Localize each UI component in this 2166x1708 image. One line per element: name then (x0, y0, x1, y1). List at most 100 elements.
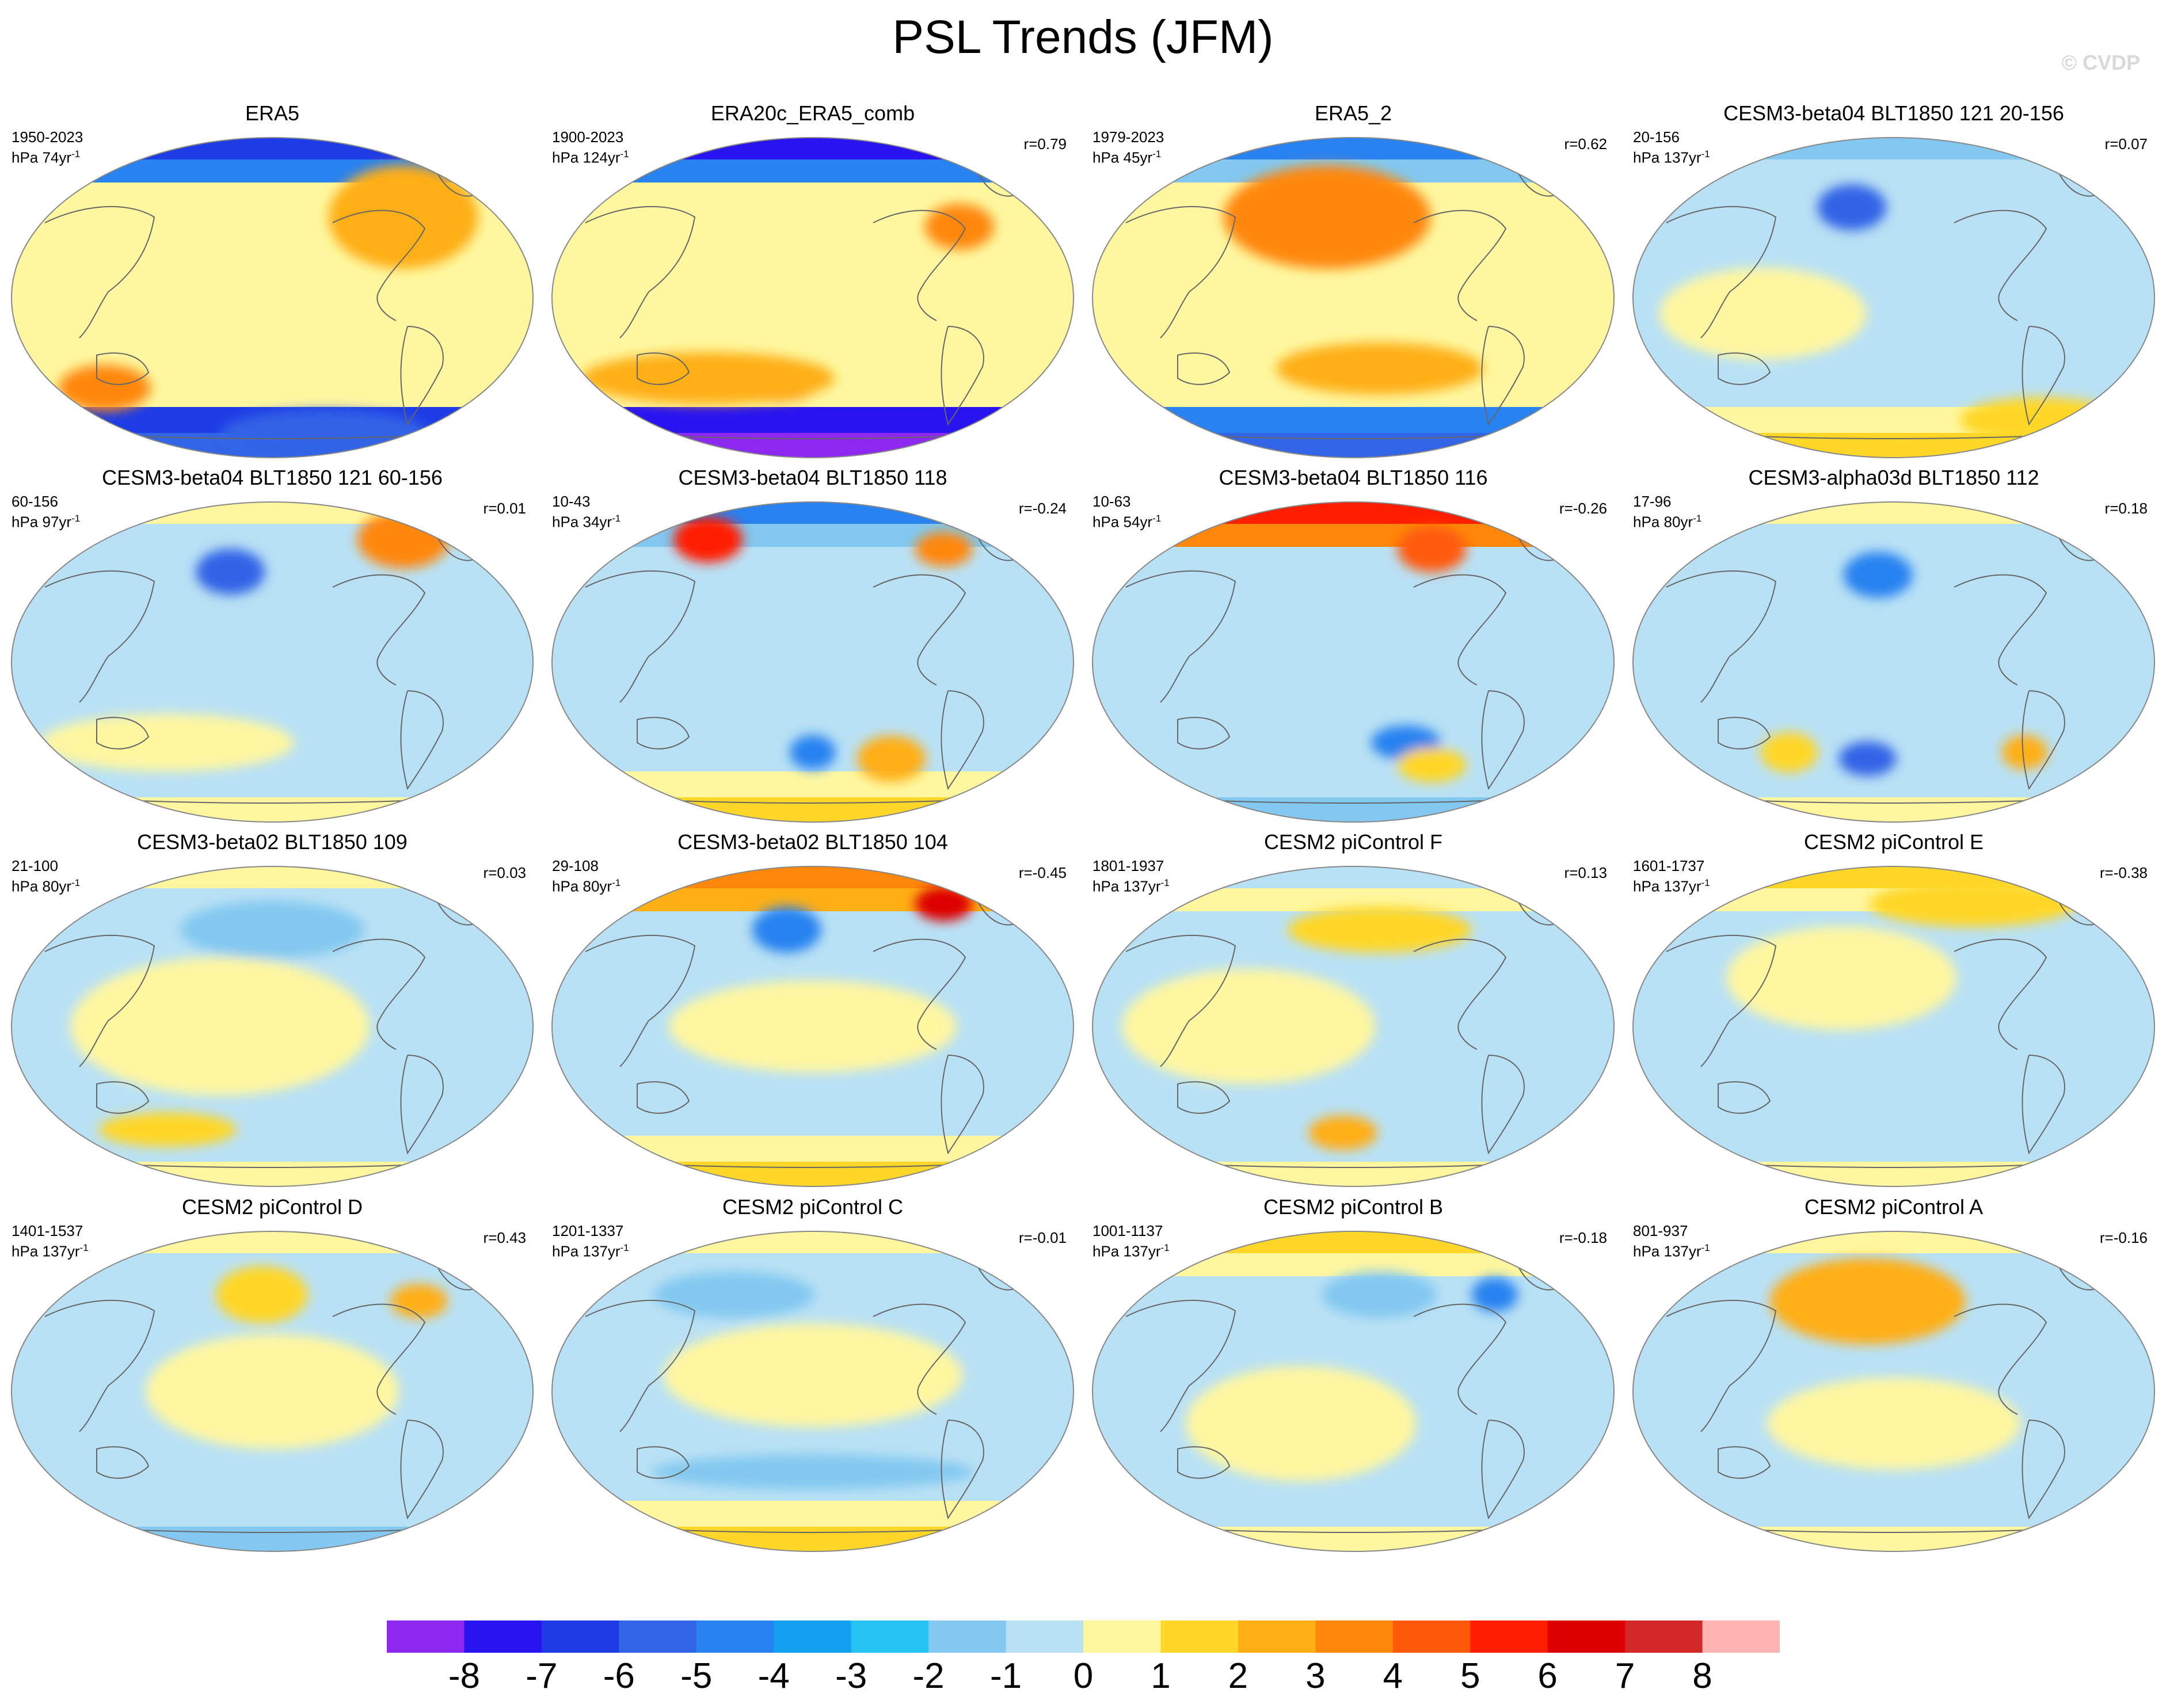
panel-units: hPa 137yr-1 (1092, 874, 1170, 895)
panel-title: CESM3-beta04 BLT1850 118 (678, 466, 947, 489)
panel-title: CESM3-alpha03d BLT1850 112 (1748, 466, 2039, 489)
colorbar-swatch (1315, 1620, 1394, 1653)
panel-years: 1900-2023 (552, 128, 624, 146)
anomaly-patch (1186, 1366, 1416, 1481)
panel-units: hPa 137yr-1 (1633, 146, 1710, 166)
units-text: hPa 80yr (12, 877, 72, 895)
coastlines (1114, 897, 1593, 1168)
colorbar-tick-label: -4 (757, 1656, 790, 1696)
panel-units: hPa 137yr-1 (552, 1239, 629, 1260)
map-outline (11, 137, 534, 458)
north-band-core (1092, 502, 1614, 524)
map-outline (551, 1231, 1074, 1552)
units-text: hPa 45yr (1092, 149, 1153, 166)
north-band-core (1633, 502, 2154, 524)
panel-title: CESM3-beta04 BLT1850 121 20-156 (1723, 101, 2064, 125)
trend-map (11, 137, 534, 458)
units-text: hPa 137yr (12, 1242, 80, 1260)
colorbar-tick-label: 6 (1537, 1656, 1558, 1696)
trend-map (1632, 1231, 2155, 1552)
panel-correlation: r=0.03 (483, 864, 526, 881)
map-panel: CESM3-beta02 BLT1850 104 29-108 hPa 80yr-1… (545, 830, 1080, 1198)
panel-units: hPa 80yr-1 (552, 874, 621, 895)
colorbar-tick-label: 1 (1151, 1656, 1171, 1696)
colorbar-swatch (928, 1620, 1007, 1653)
north-band-core (12, 866, 533, 888)
map-outline (551, 501, 1074, 823)
trend-map (551, 501, 1074, 823)
trend-map (1092, 137, 1615, 458)
colorbar-swatch (464, 1620, 542, 1653)
map-panel: CESM3-alpha03d BLT1850 112 17-96 hPa 80yr-… (1626, 465, 2161, 834)
panel-years: 1950-2023 (12, 128, 83, 146)
units-text: hPa 137yr (1092, 877, 1161, 895)
coastlines (33, 169, 512, 439)
panel-units: hPa 54yr-1 (1092, 510, 1161, 531)
anomaly-patch (1397, 748, 1467, 783)
colorbar-swatch (1006, 1620, 1084, 1653)
trend-map (1092, 866, 1615, 1187)
panel-title: CESM2 piControl C (722, 1195, 904, 1219)
anomaly-patch (1760, 732, 1818, 773)
colorbar-swatch (619, 1620, 697, 1653)
figure-title: PSL Trends (JFM) (892, 11, 1274, 63)
units-text: hPa 124yr (552, 149, 621, 166)
map-panel: CESM3-beta04 BLT1850 121 60-156 60-156 hPa… (5, 465, 540, 834)
panel-units: hPa 137yr-1 (1092, 1239, 1170, 1260)
map-outline (1632, 1231, 2155, 1552)
colorbar-swatch (1238, 1620, 1316, 1653)
panel-correlation: r=-0.01 (1018, 1229, 1067, 1246)
panel-years: 1001-1137 (1092, 1222, 1163, 1239)
panel-units: hPa 80yr-1 (1633, 510, 1701, 531)
colorbar-tick-label: 8 (1692, 1656, 1712, 1696)
coastlines (1654, 169, 2133, 439)
panel-units: hPa 124yr-1 (552, 146, 629, 166)
south-band-core (1633, 797, 2154, 822)
anomaly-patch (180, 901, 364, 958)
panel-units: hPa 74yr-1 (12, 146, 80, 166)
anomaly-patch (1122, 969, 1375, 1084)
anomaly-patch (196, 549, 265, 595)
panel-title: CESM2 piControl A (1804, 1195, 1984, 1219)
panel-correlation: r=-0.24 (1018, 500, 1067, 517)
south-band-core (1633, 1527, 2154, 1551)
panel-units: hPa 97yr-1 (12, 510, 80, 531)
map-panel: CESM2 piControl A 801-937 hPa 137yr-1 r=-0.… (1626, 1195, 2161, 1563)
anomaly-patch (1868, 881, 2076, 927)
anomaly-patch (652, 1455, 974, 1489)
panel-title: CESM2 piControl E (1803, 830, 1984, 854)
colorbar-swatch (1702, 1620, 1780, 1653)
anomaly-patch (98, 1112, 237, 1147)
panel-title: CESM3-beta02 BLT1850 109 (137, 830, 408, 854)
panel-correlation: r=-0.26 (1559, 500, 1607, 517)
anomaly-patch (673, 516, 743, 563)
south-band-core (12, 1527, 533, 1551)
south-band-core (1633, 1162, 2154, 1186)
coastlines (1114, 533, 1593, 804)
panel-correlation: r=0.07 (2104, 135, 2148, 153)
map-panel: CESM2 piControl E 1601-1737 hPa 137yr-1 r=-… (1626, 830, 2161, 1198)
coastlines (573, 169, 1052, 439)
units-text: hPa 137yr (1633, 149, 1701, 166)
units-text: hPa 54yr (1092, 513, 1153, 531)
units-exponent: -1 (1701, 877, 1710, 888)
units-text: hPa 97yr (12, 513, 72, 531)
trend-map (551, 866, 1074, 1187)
colorbar-swatch (851, 1620, 929, 1653)
units-exponent: -1 (620, 149, 629, 159)
north-band-core (552, 138, 1074, 159)
panel-years: 60-156 (12, 493, 58, 510)
anomaly-patch (1838, 741, 1897, 776)
units-text: hPa 137yr (552, 1242, 621, 1260)
panel-years: 1979-2023 (1092, 128, 1164, 146)
north-band-core (1092, 866, 1614, 888)
colorbar-swatch (1392, 1620, 1471, 1653)
map-panel: ERA20c_ERA5_comb 1900-2023 hPa 124yr-1 r=0.… (545, 101, 1080, 469)
panel-title: CESM3-beta04 BLT1850 121 60-156 (102, 466, 443, 489)
panel-correlation: r=0.18 (2104, 500, 2148, 517)
panel-correlation: r=-0.45 (1018, 864, 1067, 881)
anomaly-patch (1726, 926, 1956, 1030)
units-exponent: -1 (620, 1242, 629, 1253)
units-exponent: -1 (71, 877, 81, 888)
panel-years: 10-63 (1092, 493, 1131, 510)
